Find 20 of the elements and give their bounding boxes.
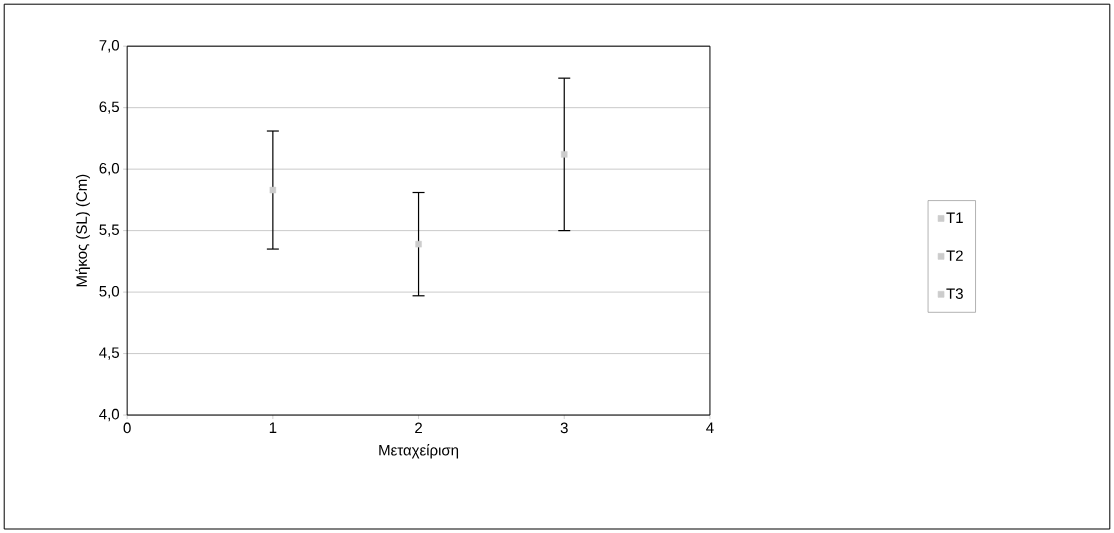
x-tick-label: 0 (123, 422, 131, 434)
legend-label: T2 (946, 250, 963, 261)
y-tick-label: 7,0 (99, 39, 120, 53)
x-axis-title: Μεταχείριση (379, 443, 459, 459)
legend-label: T3 (946, 288, 963, 299)
legend-label: T1 (946, 212, 963, 223)
x-tick-label: 3 (560, 422, 568, 434)
y-tick-label: 4,0 (99, 408, 120, 422)
y-tick-label: 6,5 (99, 101, 119, 114)
y-tick-label: 5,0 (99, 285, 120, 299)
y-tick-label: 5,5 (99, 224, 119, 237)
y-axis-title: Μήκος (SL) (Cm) (75, 174, 90, 287)
point (415, 240, 422, 248)
y-tick-label: 6,0 (99, 162, 120, 176)
point (269, 186, 277, 194)
x-tick-label: 4 (706, 422, 714, 433)
point (561, 151, 568, 158)
y-tick-label: 4,5 (99, 347, 119, 360)
x-tick-label: 2 (415, 422, 422, 433)
x-tick-label: 1 (269, 422, 277, 433)
